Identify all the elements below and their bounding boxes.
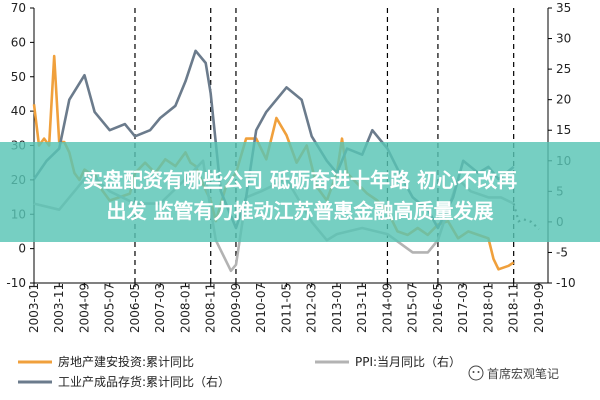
x-tick-label: 2008-01 <box>178 283 192 333</box>
right-tick-label: 20 <box>556 93 571 107</box>
left-tick-label: 40 <box>11 104 26 118</box>
right-tick-label: 30 <box>556 32 571 46</box>
x-tick-label: 2010-07 <box>254 283 268 333</box>
right-tick-label: 15 <box>556 123 571 137</box>
x-tick-label: 2003-11 <box>52 283 66 333</box>
left-tick-label: -10 <box>6 276 26 290</box>
headline-line-1: 实盘配资有哪些公司 砥砺奋进十年路 初心不改再 <box>83 168 517 192</box>
x-tick-label: 2011-05 <box>279 283 293 333</box>
legend: 房地产建安投资:累计同比 PPI:当月同比（右） 工业产成品存货:累计同比（右） <box>18 354 461 389</box>
x-tick-label: 2005-07 <box>103 283 117 333</box>
right-tick-label: 25 <box>556 62 571 76</box>
x-tick-label: 2003-01 <box>27 283 41 333</box>
x-tick-label: 2015-07 <box>406 283 420 333</box>
left-tick-label: 70 <box>11 1 26 15</box>
x-tick-label: 2013-11 <box>355 283 369 333</box>
x-tick-label: 2012-03 <box>305 283 319 333</box>
x-tick-label: 2007-03 <box>153 283 167 333</box>
x-tick-label: 2008-11 <box>204 283 218 333</box>
watermark: 首席宏观笔记 <box>468 365 559 381</box>
headline-banner: 实盘配资有哪些公司 砥砺奋进十年路 初心不改再 出发 监管有力推动江苏普惠金融高… <box>0 142 600 242</box>
legend-label-1: PPI:当月同比（右） <box>355 354 461 369</box>
right-tick-label: -10 <box>556 276 576 290</box>
headline-line-2: 出发 监管有力推动江苏普惠金融高质量发展 <box>106 199 494 223</box>
right-tick-label: 35 <box>556 1 571 15</box>
x-tick-label: 2013-01 <box>330 283 344 333</box>
legend-label-0: 房地产建安投资:累计同比 <box>58 354 194 369</box>
x-tick-label: 2014-09 <box>380 283 394 333</box>
x-tick-label: 2016-05 <box>431 283 445 333</box>
wechat-icon-eye-right <box>477 371 480 373</box>
x-tick-label: 2019-09 <box>532 283 546 333</box>
x-tick-label: 2017-03 <box>456 283 470 333</box>
x-tick-label: 2018-01 <box>481 283 495 333</box>
left-tick-label: 50 <box>11 70 26 84</box>
legend-label-2: 工业产成品存货:累计同比（右） <box>58 374 230 389</box>
x-tick-label: 2006-05 <box>128 283 142 333</box>
left-tick-label: 0 <box>18 242 26 256</box>
wechat-icon-eye-left <box>472 371 475 373</box>
x-tick-label: 2004-09 <box>77 283 91 333</box>
x-tick-label: 2018-11 <box>507 283 521 333</box>
left-tick-label: 60 <box>11 35 26 49</box>
tick-labels: 706050403020100-1035302520151050-5-10200… <box>6 1 575 333</box>
wechat-icon <box>468 365 484 381</box>
x-tick-label: 2009-09 <box>229 283 243 333</box>
watermark-text: 首席宏观笔记 <box>487 366 559 381</box>
right-tick-label: -5 <box>556 245 568 259</box>
